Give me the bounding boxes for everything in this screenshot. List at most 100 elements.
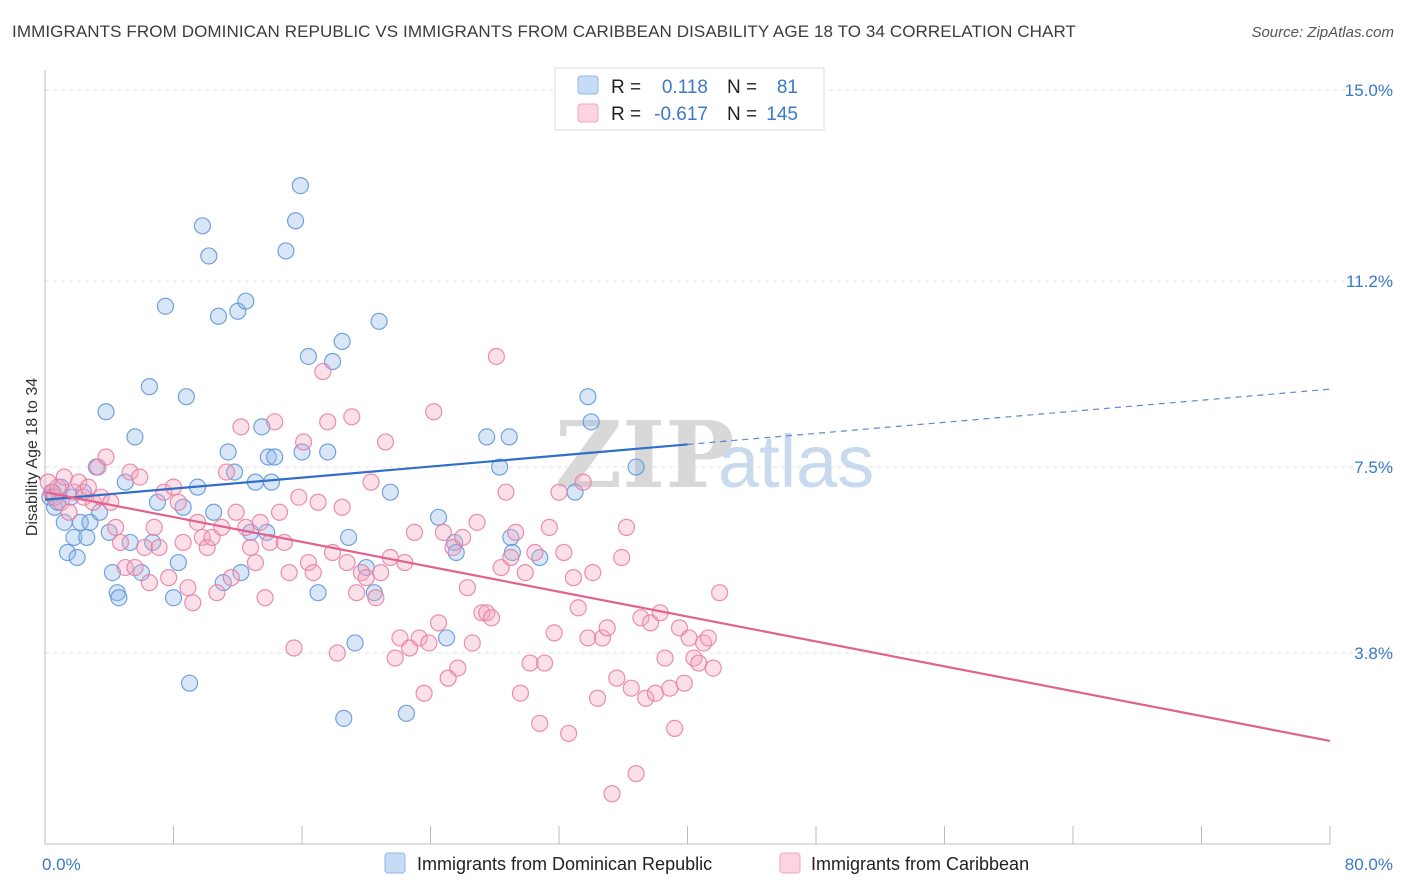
point-dominican-76: [502, 528, 520, 547]
point-caribbean-25: [150, 538, 168, 557]
point-caribbean-69: [362, 473, 380, 491]
point-caribbean-32: [184, 594, 202, 612]
point-caribbean-68: [357, 569, 375, 587]
point-dominican-23: [126, 428, 144, 446]
point-caribbean-19: [121, 463, 139, 481]
point-caribbean-37: [208, 584, 226, 602]
point-dominican-81: [582, 413, 600, 431]
y-tick-label-3: 15.0%: [1345, 81, 1393, 100]
point-caribbean-60: [319, 413, 337, 431]
point-caribbean-48: [261, 533, 279, 552]
point-caribbean-39: [217, 463, 236, 481]
point-dominican-6: [58, 543, 77, 562]
legend-swatch-pink: [577, 103, 599, 123]
point-caribbean-5: [55, 468, 73, 486]
point-caribbean-126: [637, 689, 655, 707]
point-dominican-33: [180, 674, 199, 692]
point-caribbean-56: [299, 553, 318, 572]
point-caribbean-79: [410, 629, 428, 647]
point-caribbean-52: [280, 563, 298, 582]
point-caribbean-20: [126, 558, 144, 577]
point-caribbean-125: [632, 609, 650, 627]
point-caribbean-74: [386, 649, 404, 667]
point-dominican-12: [78, 528, 96, 547]
point-dominican-49: [262, 473, 281, 491]
point-dominican-25: [140, 378, 159, 396]
point-caribbean-99: [507, 523, 525, 541]
point-caribbean-135: [680, 629, 698, 647]
point-caribbean-118: [598, 619, 616, 637]
x-tick-label-min: 0.0%: [42, 855, 81, 874]
legend-n-value-1: 81: [777, 77, 798, 98]
point-dominican-69: [429, 508, 448, 526]
point-caribbean-15: [102, 493, 120, 511]
legend-swatch-blue: [577, 75, 599, 95]
point-caribbean-104: [531, 714, 549, 732]
point-caribbean-117: [593, 629, 611, 647]
watermark-atlas: atlas: [718, 420, 874, 503]
point-caribbean-138: [694, 634, 713, 652]
point-caribbean-16: [107, 518, 125, 536]
point-caribbean-89: [458, 579, 477, 597]
point-dominican-16: [97, 403, 115, 421]
point-caribbean-47: [256, 589, 274, 607]
point-caribbean-66: [348, 584, 366, 602]
point-dominican-56: [299, 347, 318, 366]
point-caribbean-72: [376, 433, 395, 451]
point-dominican-52: [277, 242, 295, 260]
point-caribbean-57: [304, 563, 322, 582]
point-caribbean-84: [434, 523, 452, 541]
legend-r-label-2: R =: [611, 104, 641, 125]
point-caribbean-139: [699, 629, 717, 647]
point-caribbean-30: [174, 533, 192, 552]
point-caribbean-55: [295, 433, 313, 451]
point-caribbean-22: [135, 538, 154, 557]
point-caribbean-134: [675, 674, 693, 692]
point-caribbean-131: [661, 679, 679, 697]
point-caribbean-18: [116, 558, 134, 577]
point-dominican-74: [490, 458, 509, 476]
point-dominican-73: [478, 428, 496, 446]
point-dominican-62: [335, 709, 353, 727]
legend-n-value-2: 145: [766, 104, 798, 125]
series-legend: Immigrants from Dominican Republic Immig…: [384, 852, 1029, 874]
legend-n-label-1: N =: [727, 77, 757, 98]
point-caribbean-90: [463, 634, 481, 652]
point-dominican-72: [447, 543, 465, 562]
point-caribbean-101: [516, 563, 534, 582]
legend-r-value-1: 0.118: [662, 77, 708, 98]
point-dominican-57: [309, 584, 327, 602]
point-caribbean-40: [222, 569, 240, 587]
point-dominican-80: [579, 388, 597, 406]
trend-lines: [44, 388, 1331, 743]
point-dominican-15: [91, 503, 109, 521]
point-dominican-53: [286, 212, 305, 230]
point-caribbean-46: [251, 513, 269, 531]
point-caribbean-81: [420, 634, 438, 652]
point-caribbean-92: [473, 604, 491, 622]
point-caribbean-64: [338, 553, 356, 572]
bottom-legend-label-2: Immigrants from Caribbean: [811, 854, 1029, 874]
point-dominican-29: [164, 589, 183, 607]
point-dominican-40: [219, 443, 237, 461]
point-caribbean-31: [179, 579, 197, 597]
source-label: Source: ZipAtlas.com: [1251, 24, 1394, 41]
point-caribbean-50: [270, 503, 289, 521]
point-caribbean-35: [198, 538, 216, 557]
point-caribbean-65: [343, 408, 361, 426]
point-caribbean-53: [285, 639, 303, 657]
point-caribbean-24: [145, 518, 163, 536]
point-dominican-35: [193, 217, 212, 235]
point-dominican-43: [232, 563, 250, 582]
point-caribbean-54: [290, 488, 308, 506]
point-dominican-66: [370, 312, 388, 330]
point-caribbean-42: [232, 418, 250, 436]
point-caribbean-80: [415, 684, 433, 702]
point-dominican-37: [205, 503, 223, 521]
legend-r-value-2: -0.617: [654, 104, 708, 125]
point-caribbean-108: [550, 483, 568, 501]
bottom-legend-swatch-blue: [384, 852, 406, 874]
point-caribbean-111: [564, 569, 583, 587]
trend-line-1: [44, 491, 1331, 743]
point-caribbean-132: [666, 719, 684, 738]
